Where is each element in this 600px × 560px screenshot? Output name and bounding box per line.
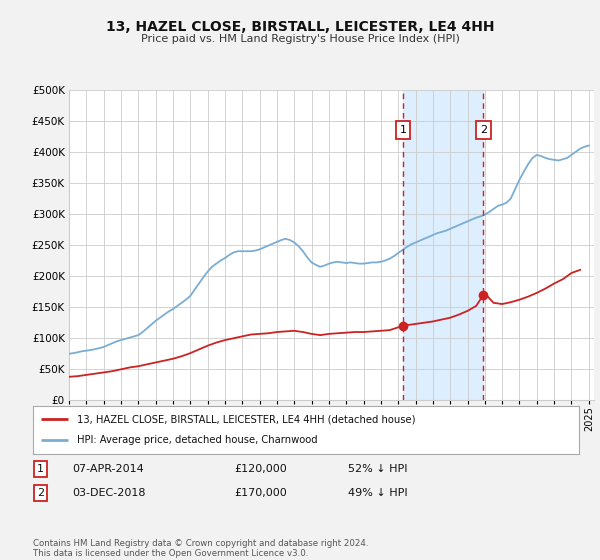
Text: Contains HM Land Registry data © Crown copyright and database right 2024.
This d: Contains HM Land Registry data © Crown c… <box>33 539 368 558</box>
Text: HPI: Average price, detached house, Charnwood: HPI: Average price, detached house, Char… <box>77 435 317 445</box>
Text: 13, HAZEL CLOSE, BIRSTALL, LEICESTER, LE4 4HH (detached house): 13, HAZEL CLOSE, BIRSTALL, LEICESTER, LE… <box>77 414 415 424</box>
Text: £120,000: £120,000 <box>234 464 287 474</box>
Text: Price paid vs. HM Land Registry's House Price Index (HPI): Price paid vs. HM Land Registry's House … <box>140 34 460 44</box>
Text: 07-APR-2014: 07-APR-2014 <box>72 464 144 474</box>
Bar <box>403 90 484 400</box>
Text: £170,000: £170,000 <box>234 488 287 498</box>
Text: 1: 1 <box>400 125 406 135</box>
Text: 2: 2 <box>37 488 44 498</box>
Text: 49% ↓ HPI: 49% ↓ HPI <box>348 488 407 498</box>
Text: 13, HAZEL CLOSE, BIRSTALL, LEICESTER, LE4 4HH: 13, HAZEL CLOSE, BIRSTALL, LEICESTER, LE… <box>106 20 494 34</box>
Text: 2: 2 <box>480 125 487 135</box>
Text: 1: 1 <box>37 464 44 474</box>
Text: 03-DEC-2018: 03-DEC-2018 <box>72 488 146 498</box>
Text: 52% ↓ HPI: 52% ↓ HPI <box>348 464 407 474</box>
